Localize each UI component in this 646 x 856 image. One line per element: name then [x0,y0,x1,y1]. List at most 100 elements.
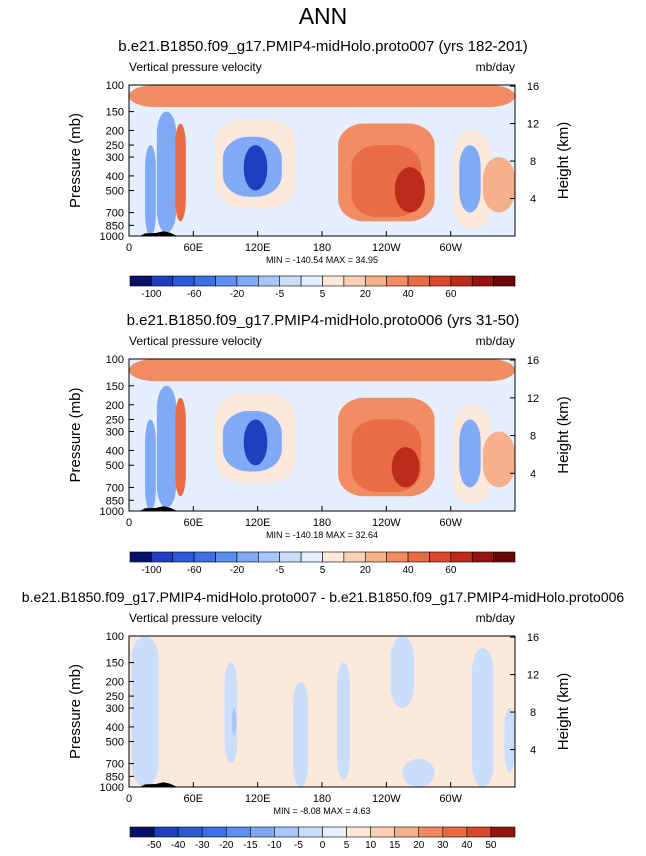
chart-contour-region-3 [231,708,237,735]
y-tick-label: 200 [106,676,124,688]
colorbar-box [490,826,516,838]
chart-left-label: Vertical pressure velocity [129,611,262,625]
x-tick-label: 180 [313,517,331,529]
colorbar-box [471,275,494,287]
y2-axis-title: Height (km) [555,122,572,200]
colorbar-box [129,826,155,838]
chart-panel-3: b.e21.B1850.f09_g17.PMIP4-midHolo.proto0… [22,589,625,851]
x-tick-label: 0 [126,517,132,529]
y2-tick-label: 16 [527,81,539,93]
colorbar-box [236,275,259,287]
chart-stats: MIN = -140.18 MAX = 32.64 [266,530,378,540]
colorbar-label: -100 [141,565,161,576]
colorbar-box [279,275,302,287]
chart-contour-region-2 [145,145,156,236]
colorbar-label: -10 [267,840,282,851]
chart-plot-area [129,359,515,511]
chart-contour-region-2 [224,662,238,764]
x-tick-label: 120E [245,242,271,254]
chart-left-label: Vertical pressure velocity [129,60,262,74]
colorbar-box [151,551,174,563]
y-tick-label: 250 [106,140,124,152]
chart-contour-region-1 [131,636,159,787]
colorbar-label: 20 [413,840,425,851]
colorbar-label: 5 [320,289,326,300]
colorbar-label: 5 [320,565,326,576]
y-tick-label: 1000 [100,782,124,794]
colorbar-label: 15 [389,840,401,851]
chart-contour-region-13 [129,85,515,108]
chart-stats: MIN = -140.54 MAX = 34.95 [266,255,378,265]
y-tick-label: 850 [106,220,124,232]
y-tick-label: 100 [106,631,124,643]
chart-plot-area [129,636,515,787]
x-tick-label: 0 [126,793,132,805]
chart-contour-region-7 [402,758,435,787]
colorbar-box [322,826,347,838]
chart-contour-region-9 [391,447,420,488]
y-tick-label: 1000 [100,231,124,243]
chart-contour-region-11 [459,419,481,488]
y-axis-title: Pressure (mb) [67,113,84,208]
colorbar-label: -20 [230,289,245,300]
colorbar-box [364,551,387,563]
colorbar-box [346,826,371,838]
y-tick-label: 500 [106,186,124,198]
colorbar-label: 60 [445,289,457,300]
y2-tick-label: 12 [527,670,539,682]
colorbar-label: 5 [344,840,350,851]
x-tick-label: 120W [372,793,401,805]
colorbar-box [450,275,473,287]
colorbar-box [172,551,195,563]
chart-contour-region-1 [156,385,177,508]
y2-tick-label: 16 [527,355,539,367]
chart-contour-region-13 [129,359,515,382]
chart-contour-region-9 [504,708,515,773]
colorbar-box [471,551,494,563]
chart-contour-region-6 [243,419,268,466]
y-tick-label: 300 [106,703,124,715]
y2-tick-label: 12 [527,119,539,131]
colorbar-box [407,551,430,563]
colorbar-box [370,826,395,838]
chart-title: b.e21.B1850.f09_g17.PMIP4-midHolo.proto0… [118,38,527,55]
chart-contour-region-12 [482,431,515,488]
colorbar-box [279,551,302,563]
chart-stats: MIN = -8.08 MAX = 4.63 [273,806,370,816]
x-tick-label: 60W [439,793,462,805]
y-tick-label: 700 [106,759,124,771]
colorbar-label: 20 [360,565,372,576]
colorbar-box [236,551,259,563]
colorbar-box [429,275,452,287]
colorbar-label: 10 [365,840,377,851]
chart-title: b.e21.B1850.f09_g17.PMIP4-midHolo.proto0… [22,589,625,605]
chart-contour-region-5 [337,662,350,781]
colorbar-box [386,275,409,287]
y-tick-label: 150 [106,381,124,393]
colorbar-box [151,275,174,287]
colorbar-box [298,826,323,838]
chart-units-label: mb/day [476,334,515,348]
colorbar-box [493,551,516,563]
chart-topography [139,782,178,787]
colorbar-box [450,551,473,563]
colorbar-label: -50 [147,840,162,851]
y-tick-label: 400 [106,446,124,458]
y2-tick-label: 16 [527,632,539,644]
colorbar-label: -5 [275,565,284,576]
colorbar-label: 20 [360,289,372,300]
x-tick-label: 60E [184,793,204,805]
colorbar-label: 40 [461,840,473,851]
colorbar-box [300,275,323,287]
colorbar-box [129,275,152,287]
y-tick-label: 500 [106,460,124,472]
chart-contour-region-12 [482,157,515,213]
colorbar-box [193,275,216,287]
y-tick-label: 300 [106,427,124,439]
x-tick-label: 120E [245,793,271,805]
colorbar-label: -60 [187,289,202,300]
y-tick-label: 400 [106,171,124,183]
colorbar-box [225,826,251,838]
colorbar-box [129,551,152,563]
